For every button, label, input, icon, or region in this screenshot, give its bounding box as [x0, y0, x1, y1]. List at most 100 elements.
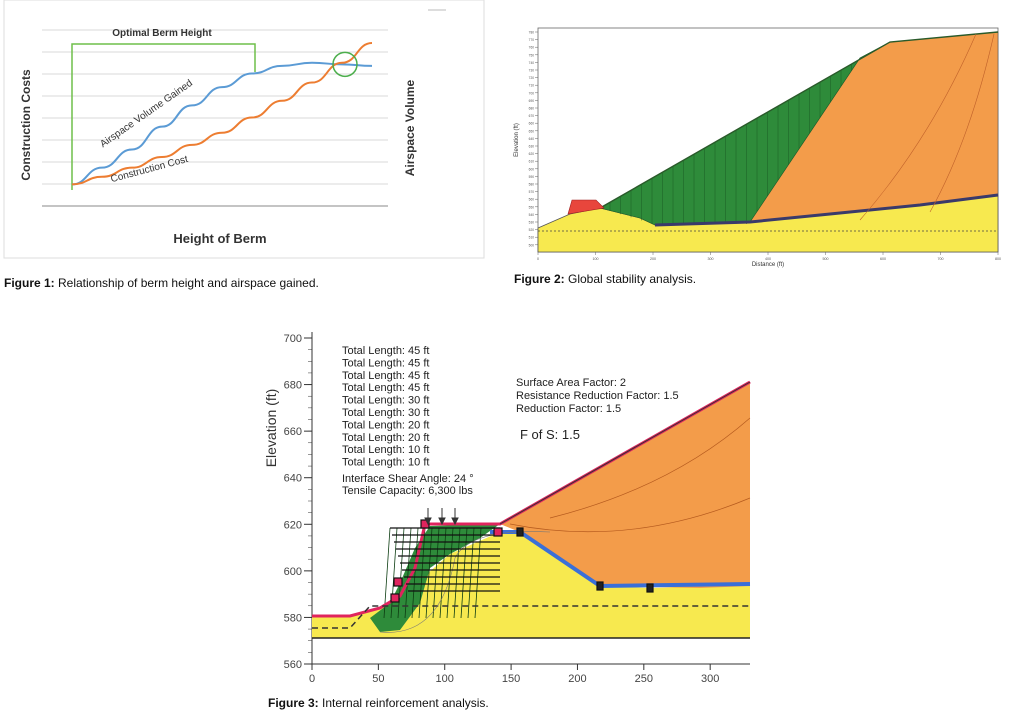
- figure-2-y-label: Elevation (ft): [514, 123, 520, 157]
- length-item: Total Length: 20 ft: [342, 419, 429, 431]
- liner-line: [654, 193, 999, 227]
- x-tick-label: 50: [372, 673, 384, 685]
- y-tick-label: 690: [529, 99, 535, 103]
- y-tick-label: 710: [529, 84, 535, 88]
- y-tick-label: 610: [529, 160, 535, 164]
- y-tick-label: 550: [529, 205, 535, 209]
- y-tick-label: 600: [284, 566, 302, 578]
- y-tick-label: 560: [529, 198, 535, 202]
- berm: [567, 199, 605, 215]
- length-item: Total Length: 45 ft: [342, 382, 429, 394]
- y-tick-label: 510: [529, 236, 535, 240]
- foundation-layer: [312, 530, 750, 638]
- y-tick-label: 620: [529, 152, 535, 156]
- reinforced-hatch: [609, 64, 852, 224]
- x-tick-label: 700: [938, 257, 944, 261]
- hatch-line: [439, 527, 447, 619]
- reinforced-zone: [370, 524, 500, 632]
- y-tick-label: 500: [529, 243, 535, 247]
- y-tick-label: 750: [529, 53, 535, 57]
- y-tick-label: 520: [529, 228, 535, 232]
- load-arrows: [424, 508, 459, 526]
- figure-3-chart: 560 580 600 620 640 660 680 700 0 50 100 150 200 250 3…: [250, 318, 770, 690]
- y-tick-label: 650: [529, 129, 535, 133]
- figure-3-svg: 560 580 600 620 640 660 680 700 0 50 100 150 200 250 3…: [263, 332, 751, 685]
- node-marker: [493, 527, 503, 537]
- x-axis-label: Height of Berm: [173, 231, 266, 246]
- y-tick-label: 590: [529, 175, 535, 179]
- y-tick-label: 760: [529, 46, 535, 50]
- y-tick-label: 640: [529, 137, 535, 141]
- y-axis-label-right: Airspace Volume: [403, 79, 417, 176]
- y-tick-label: 700: [284, 333, 302, 345]
- tensile-capacity-text: Tensile Capacity: 6,300 lbs: [342, 485, 473, 497]
- figure-1-caption: Figure 1: Relationship of berm height an…: [4, 276, 319, 290]
- optimal-annotation: Optimal Berm Height: [112, 28, 212, 39]
- y-tick-label: 730: [529, 69, 535, 73]
- x-tick-label: 600: [880, 257, 886, 261]
- x-tick-label: 400: [765, 257, 771, 261]
- slip-arc-2: [509, 497, 751, 533]
- y-tick-label: 600: [529, 167, 535, 171]
- x-tick-label: 0: [309, 673, 315, 685]
- hatch-line: [404, 527, 412, 619]
- slip-surface-1: [859, 33, 977, 221]
- x-tick-label: 200: [650, 257, 656, 261]
- liner-node: [646, 583, 654, 593]
- length-item: Total Length: 30 ft: [342, 395, 429, 407]
- y-tick-label: 570: [529, 190, 535, 194]
- figure-2-y-ticks: 780 770 760 750 740 730 720 710 700 690 680 670 660 6…: [529, 31, 538, 247]
- y-tick-label: 720: [529, 76, 535, 80]
- node-marker: [390, 593, 400, 603]
- figure-2-chart: 780 770 760 750 740 730 720 710 700 690 680 670 660 6…: [500, 0, 1024, 270]
- x-tick-label: 500: [823, 257, 829, 261]
- hatch-line: [418, 527, 426, 619]
- reinforced-hatch: [383, 527, 482, 619]
- hatch-line: [432, 527, 440, 619]
- slip-arc-1: [379, 531, 551, 633]
- hatch-line: [474, 527, 482, 619]
- y-tick-label: 530: [529, 221, 535, 225]
- liner-node: [596, 581, 604, 591]
- y-tick-label: 620: [284, 519, 302, 531]
- hatch-line: [467, 527, 475, 619]
- hatch-line: [390, 527, 398, 619]
- series-line-0: [71, 61, 373, 186]
- x-tick-label: 0: [537, 257, 539, 261]
- fill-layer: [500, 382, 750, 588]
- length-item: Total Length: 45 ft: [342, 357, 429, 369]
- figure-1-svg: Optimal Berm Height Airspace Volume Gain…: [3, 0, 485, 259]
- y-tick-label: 640: [284, 473, 302, 485]
- reinforcement-rows: [390, 519, 654, 603]
- cover-line: [599, 31, 999, 209]
- x-tick-label: 300: [701, 673, 719, 685]
- length-item: Total Length: 10 ft: [342, 444, 429, 456]
- figure-3-y-label: Elevation (ft): [263, 389, 279, 468]
- factor-of-safety-text: F of S: 1.5: [520, 427, 580, 442]
- optimal-bracket: [71, 43, 256, 190]
- length-item: Total Length: 45 ft: [342, 370, 429, 382]
- cover-line: [312, 380, 751, 618]
- figure-1-series: [71, 42, 373, 186]
- y-tick-label: 680: [529, 107, 535, 111]
- y-tick-label: 540: [529, 213, 535, 217]
- figure-1-chart: Optimal Berm Height Airspace Volume Gain…: [0, 0, 490, 262]
- length-item: Total Length: 30 ft: [342, 407, 429, 419]
- x-tick-label: 100: [593, 257, 599, 261]
- phreatic-line: [312, 605, 750, 629]
- x-tick-label: 100: [436, 673, 454, 685]
- interface-shear-text: Interface Shear Angle: 24 °: [342, 473, 474, 485]
- figure-3-caption: Figure 3: Internal reinforcement analysi…: [268, 696, 489, 710]
- liner-node: [516, 527, 524, 537]
- x-tick-label: 250: [635, 673, 653, 685]
- figure-3-axes: 560 580 600 620 640 660 680 700 0 50 100 150 200 250 3…: [284, 332, 750, 685]
- hatch-line: [460, 527, 468, 619]
- y-tick-label: 700: [529, 91, 535, 95]
- x-tick-label: 150: [502, 673, 520, 685]
- figure-2-caption: Figure 2: Global stability analysis.: [514, 272, 697, 286]
- slip-surface-2: [929, 33, 995, 213]
- optimal-point-circle: [332, 51, 358, 78]
- hatch-line: [453, 527, 461, 619]
- y-tick-label: 660: [529, 122, 535, 126]
